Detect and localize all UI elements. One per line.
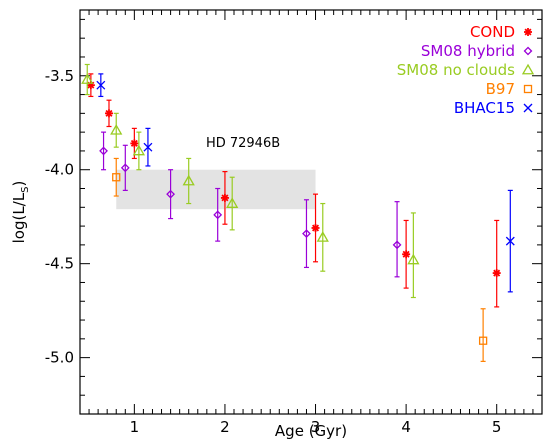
series-bhac15	[96, 73, 515, 293]
series-sm08-no-clouds	[81, 63, 420, 299]
legend-label-b97: B97	[486, 80, 515, 98]
legend-label-bhac15: BHAC15	[454, 99, 515, 117]
y-axis-title-sub: S	[20, 187, 31, 193]
data-point	[220, 193, 229, 202]
data-point	[478, 336, 488, 345]
y-tick-label: -5.0	[45, 349, 74, 367]
y-tick-label: -3.5	[45, 67, 74, 85]
data-point	[492, 269, 501, 278]
data-point	[143, 142, 153, 152]
legend-label-cond: COND	[470, 23, 515, 41]
annotation-hd72946b: HD 72946B	[206, 136, 280, 151]
legend-marker-b97	[523, 84, 533, 94]
data-point	[311, 223, 320, 232]
series-sm08-hybrid	[99, 131, 402, 278]
x-tick-label: 5	[492, 418, 502, 436]
series-cond	[86, 73, 501, 308]
data-point	[81, 73, 94, 84]
data-point	[96, 80, 106, 90]
band-layer	[116, 169, 316, 210]
series-b97	[112, 157, 488, 362]
x-tick-label: 4	[401, 418, 411, 436]
y-axis-title-main: log(L/L	[10, 192, 28, 243]
x-tick-label: 1	[130, 418, 140, 436]
data-point	[110, 123, 123, 135]
tick-layer: 1 2 3 4 5 -3.5 -4.0 -4.5 -5.0	[45, 10, 543, 436]
legend-marker-sm08-hybrid	[523, 46, 533, 56]
y-axis-title-close: )	[10, 181, 28, 187]
plot-frame	[79, 9, 543, 415]
data-point	[120, 163, 130, 173]
data-point	[213, 210, 223, 220]
x-tick-label: 3	[311, 418, 321, 436]
data-point	[166, 189, 176, 199]
x-axis-title: Age (Gyr)	[275, 422, 347, 440]
data-point	[316, 231, 329, 242]
data-point	[132, 144, 146, 156]
data-point	[86, 81, 95, 90]
data-point	[505, 236, 515, 246]
x-tick-label: 2	[220, 418, 230, 436]
legend-marker-sm08-no-clouds	[521, 63, 535, 75]
data-point	[99, 146, 108, 156]
y-tick-label: -4.0	[45, 161, 74, 179]
legend-label-sm08-no-clouds: SM08 no clouds	[397, 61, 515, 79]
data-point	[226, 197, 239, 208]
data-point	[130, 139, 139, 148]
data-point	[182, 174, 195, 186]
data-point	[302, 229, 311, 239]
data-point	[407, 253, 420, 265]
data-point	[402, 250, 411, 259]
y-tick-label: -4.5	[45, 255, 74, 273]
legend-marker-cond	[524, 28, 532, 36]
legend-marker-bhac15	[523, 103, 533, 113]
legend-label-sm08-hybrid: SM08 hybrid	[421, 42, 515, 60]
series-layer	[81, 63, 515, 362]
data-point	[104, 109, 113, 118]
data-point	[392, 240, 402, 250]
data-point	[112, 173, 121, 182]
y-axis-title: log(L/LS)	[10, 181, 31, 244]
hd72946b-band	[116, 169, 316, 210]
